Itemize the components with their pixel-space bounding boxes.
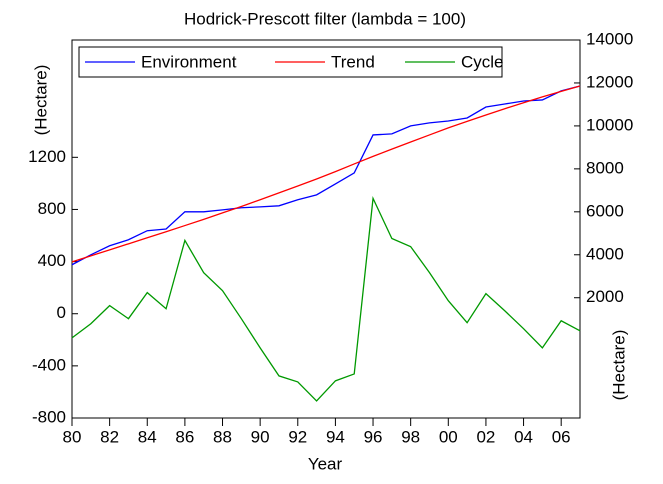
x-tick-label: 82	[100, 427, 119, 446]
y2-tick-label: 4000	[586, 244, 624, 263]
x-tick-label: 86	[175, 427, 194, 446]
x-tick-label: 92	[288, 427, 307, 446]
x-tick-label: 06	[552, 427, 571, 446]
y-tick-label: 1200	[28, 147, 66, 166]
y-tick-label: -400	[32, 355, 66, 374]
chart-title: Hodrick-Prescott filter (lambda = 100)	[184, 9, 466, 28]
y-tick-label: 400	[38, 251, 66, 270]
y2-tick-label: 14000	[586, 29, 633, 48]
series-line	[71, 85, 581, 263]
legend-label: Environment	[141, 52, 237, 71]
legend-label: Cycle	[461, 52, 504, 71]
x-tick-label: 98	[401, 427, 420, 446]
x-tick-label: 02	[476, 427, 495, 446]
y2-tick-label: 12000	[586, 72, 633, 91]
y-tick-label: 800	[38, 199, 66, 218]
y2-tick-label: 6000	[586, 201, 624, 220]
x-tick-label: 90	[251, 427, 270, 446]
x-tick-label: 80	[63, 427, 82, 446]
y2-tick-label: 8000	[586, 158, 624, 177]
y2-axis-label: (Hectare)	[609, 330, 628, 401]
y2-tick-label: 2000	[586, 287, 624, 306]
x-tick-label: 00	[439, 427, 458, 446]
x-tick-label: 84	[138, 427, 157, 446]
x-tick-label: 88	[213, 427, 232, 446]
y-tick-label: 0	[57, 303, 66, 322]
series-line	[71, 85, 581, 266]
y-tick-label: -800	[32, 407, 66, 426]
y2-tick-label: 10000	[586, 115, 633, 134]
plot-frame	[71, 39, 581, 419]
x-tick-label: 96	[364, 427, 383, 446]
legend-label: Trend	[331, 52, 375, 71]
x-axis-label: Year	[308, 454, 343, 473]
x-tick-label: 94	[326, 427, 345, 446]
series-line	[71, 195, 581, 402]
y-axis-label: (Hectare)	[31, 65, 50, 136]
x-tick-label: 04	[514, 427, 533, 446]
